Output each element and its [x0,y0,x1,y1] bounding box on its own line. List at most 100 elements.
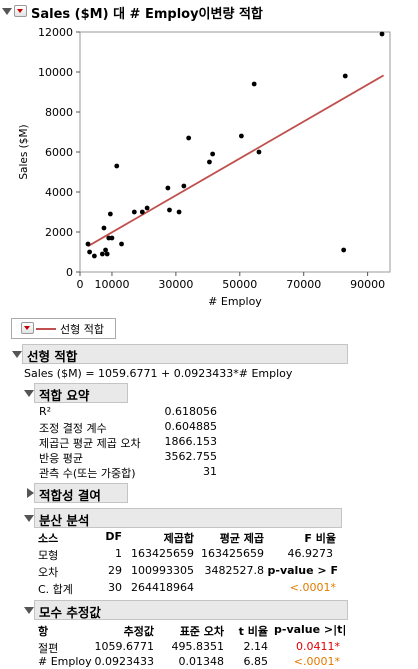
linear-fit-header[interactable]: 선형 적합 [22,344,348,364]
anova-ctotal-df: 30 [108,581,122,594]
anova-header[interactable]: 분산 분석 [34,508,342,528]
legend-menu-button[interactable] [21,322,34,334]
summary-value: 0.604885 [164,420,218,433]
summary-value: 3562.755 [164,450,218,463]
est-col-se: 표준 오차 [179,625,224,638]
summary-label: 관측 수(또는 가중합) [39,467,136,480]
y-tick-label: 10000 [38,66,73,79]
red-triangle-menu-button[interactable] [14,5,27,17]
anova-model-df: 1 [115,547,122,560]
est-row-estimate: 0.0923433 [94,655,155,668]
anova-error-label: 오차 [38,566,59,579]
data-point[interactable] [207,159,212,165]
anova-model-ss: 163425659 [131,547,194,560]
data-point[interactable] [85,241,91,247]
section-title: 적합 요약 [39,388,90,403]
summary-label: R² [39,405,52,418]
y-tick-label: 8000 [45,106,73,119]
y-tick-label: 4000 [45,186,73,199]
lack-of-fit-header[interactable]: 적합성 결여 [34,483,128,503]
summary-label: 제곱근 평균 제곱 오차 [39,437,141,450]
data-point[interactable] [176,209,182,215]
y-tick-label: 6000 [45,146,73,159]
data-point[interactable] [101,225,107,231]
x-tick-label: 10000 [94,278,129,291]
summary-value: 1866.153 [164,435,218,448]
anova-col-ss: 제곱합 [163,532,194,545]
y-axis-label: Sales ($M) [18,124,30,179]
data-point[interactable] [99,251,105,257]
anova-ctotal-label: C. 합계 [38,583,73,596]
anova-error-ss: 100993305 [131,564,194,577]
legend-fit-label: 선형 적합 [60,323,104,336]
anova-model-ms: 163425659 [201,547,264,560]
collapse-icon[interactable] [12,351,22,358]
section-title: 모수 추정값 [39,605,101,620]
anova-col-df: DF [105,530,122,543]
collapse-outline-icon[interactable] [2,8,12,15]
est-col-t: t 비율 [238,625,268,638]
est-row-se: 0.01348 [178,655,225,668]
est-row-se: 495.8351 [171,640,225,653]
data-point[interactable] [114,163,120,169]
anova-ctotal-ss: 264418964 [131,581,194,594]
anova-pvalue: <.0001* [289,581,336,594]
est-row-t: 2.14 [243,640,269,653]
est-col-p: p-value >|t| [274,623,347,636]
data-point[interactable] [107,211,113,217]
x-axis-label: # Employ [208,295,262,308]
data-point[interactable] [181,183,187,189]
y-tick-label: 0 [66,266,73,279]
data-point[interactable] [210,151,216,157]
data-point[interactable] [238,133,244,139]
est-col-term: 항 [38,625,49,638]
data-point[interactable] [144,205,150,211]
data-point[interactable] [251,81,257,87]
data-point[interactable] [131,209,137,215]
anova-col-ms: 평균 제곱 [219,532,264,545]
data-point[interactable] [341,247,347,253]
data-point[interactable] [186,135,192,141]
fit-line [87,74,385,247]
data-point[interactable] [119,241,124,247]
est-row-t: 6.85 [243,655,269,668]
est-row-term: 절편 [38,642,59,655]
y-tick-label: 2000 [45,226,73,239]
data-point[interactable] [87,249,92,255]
data-point[interactable] [256,149,262,155]
anova-pvalue-label: p-value > F [267,564,339,577]
y-tick-label: 12000 [38,26,73,39]
report-title: Sales ($M) 대 # Employ이변량 적합 [31,7,263,22]
expand-icon[interactable] [27,488,34,498]
legend-box [11,318,116,339]
data-point[interactable] [342,73,348,79]
summary-label: 조정 결정 계수 [39,422,107,435]
collapse-icon[interactable] [24,390,34,397]
summary-of-fit-header[interactable]: 적합 요약 [34,383,128,403]
section-title: 선형 적합 [27,349,78,364]
legend-line-swatch [36,328,56,330]
data-point[interactable] [379,31,385,37]
section-title: 적합성 결여 [39,488,101,503]
anova-col-f: F 비율 [304,532,336,545]
data-point[interactable] [109,235,115,241]
anova-error-ms: 3482527.8 [204,564,265,577]
x-tick-label: 30000 [158,278,193,291]
x-tick-label: 50000 [222,278,257,291]
parameter-estimates-header[interactable]: 모수 추정값 [34,600,348,620]
summary-value: 31 [203,465,217,478]
collapse-icon[interactable] [24,515,34,522]
anova-model-label: 모형 [38,549,59,562]
est-row-estimate: 1059.6771 [94,640,155,653]
anova-f-ratio: 46.9273 [287,547,334,560]
data-point[interactable] [165,185,171,191]
x-tick-label: 90000 [350,278,385,291]
collapse-icon[interactable] [24,607,34,614]
data-point[interactable] [91,253,97,259]
anova-col-source: 소스 [38,532,59,545]
data-point[interactable] [139,209,145,215]
data-point[interactable] [167,207,172,213]
anova-error-df: 29 [108,564,122,577]
data-point[interactable] [104,251,110,257]
data-point[interactable] [103,247,108,253]
